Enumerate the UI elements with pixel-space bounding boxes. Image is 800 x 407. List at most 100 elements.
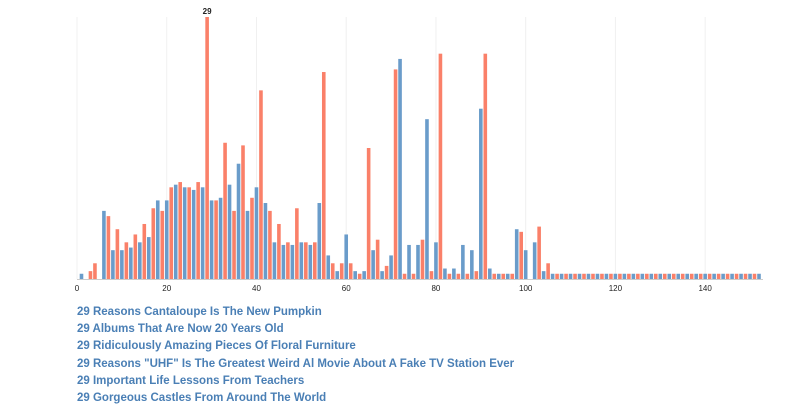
article-link[interactable]: 29 Albums That Are Now 20 Years Old (77, 323, 284, 336)
data-labels: 29 (203, 7, 212, 16)
bar (658, 273, 663, 279)
bar (604, 273, 609, 279)
bar (555, 273, 559, 279)
bar (299, 242, 304, 279)
bar (259, 90, 263, 279)
bar (263, 203, 268, 279)
x-tick-label: 120 (609, 284, 623, 293)
bar (286, 242, 290, 279)
bar (487, 268, 492, 279)
bar (196, 182, 200, 279)
bar (155, 200, 160, 279)
x-tick-label: 40 (252, 284, 261, 293)
bar (447, 273, 452, 279)
bar (600, 273, 604, 279)
bar (470, 250, 474, 279)
bar (465, 273, 470, 279)
bar (420, 239, 425, 279)
bar (577, 273, 582, 279)
bar (725, 273, 730, 279)
bar (129, 247, 133, 279)
bar (344, 234, 349, 279)
bar (169, 187, 174, 279)
bar-chart: 0 20 40 60 80 100 120 140 29 (75, 7, 763, 293)
list-item: 29 Reasons Cantaloupe Is The New Pumpkin (77, 302, 514, 319)
article-link[interactable]: 29 Ridiculously Amazing Pieces Of Floral… (77, 340, 356, 353)
bar (335, 271, 340, 279)
bar (752, 273, 757, 279)
bar (88, 271, 93, 279)
bar (586, 273, 591, 279)
bar (537, 226, 541, 279)
bar (317, 203, 322, 279)
bar (618, 273, 622, 279)
bar (591, 273, 595, 279)
bar (151, 208, 156, 279)
bar (613, 273, 618, 279)
bar (362, 271, 366, 279)
bar (182, 187, 187, 279)
bar (106, 216, 111, 279)
bar (102, 210, 106, 279)
bar (707, 273, 712, 279)
x-tick-label: 80 (431, 284, 440, 293)
bar (662, 273, 667, 279)
bar (366, 148, 371, 279)
bar (519, 231, 523, 279)
article-link[interactable]: 29 Important Life Lessons From Teachers (77, 374, 305, 387)
bar (743, 273, 748, 279)
bar (304, 242, 308, 279)
bar (389, 255, 393, 279)
list-item: 29 Reasons "UHF" Is The Greatest Weird A… (77, 354, 514, 371)
bar (93, 263, 97, 279)
bar (142, 223, 147, 279)
bar (748, 273, 752, 279)
bar (523, 250, 528, 279)
bar (595, 273, 600, 279)
bar (241, 145, 245, 279)
bar (501, 273, 506, 279)
bar (546, 263, 550, 279)
bar (164, 200, 169, 279)
bar (411, 273, 416, 279)
article-link[interactable]: 29 Gorgeous Castles From Around The Worl… (77, 391, 327, 404)
bar (313, 242, 317, 279)
bar (281, 244, 286, 279)
bar (631, 273, 636, 279)
bar (120, 250, 124, 279)
bar (483, 53, 488, 280)
bar (716, 273, 721, 279)
bar (680, 273, 685, 279)
x-tick-label: 0 (75, 284, 80, 293)
bar (685, 273, 690, 279)
bar (438, 53, 443, 280)
grid-lines (76, 17, 706, 279)
bar (353, 271, 357, 279)
bar (416, 244, 420, 279)
bar (510, 273, 515, 279)
bar (393, 69, 398, 280)
bar (380, 271, 384, 279)
bar (627, 273, 631, 279)
list-item: 29 Gorgeous Castles From Around The Worl… (77, 388, 514, 405)
bar (479, 108, 483, 279)
bar (173, 184, 178, 279)
bar (492, 273, 497, 279)
bar (654, 273, 658, 279)
bar (739, 273, 743, 279)
series-blue-bars (79, 58, 761, 280)
bar (676, 273, 681, 279)
bar (209, 200, 214, 279)
bar (133, 234, 138, 279)
bar (671, 273, 676, 279)
bar (703, 273, 707, 279)
bar (609, 273, 613, 279)
bar (348, 263, 353, 279)
bar (277, 223, 281, 279)
bar (339, 263, 344, 279)
bar (757, 273, 761, 279)
bar (138, 242, 142, 279)
article-link[interactable]: 29 Reasons Cantaloupe Is The New Pumpkin (77, 306, 322, 318)
x-tick-label: 60 (342, 284, 351, 293)
article-link[interactable]: 29 Reasons "UHF" Is The Greatest Weird A… (77, 357, 515, 370)
